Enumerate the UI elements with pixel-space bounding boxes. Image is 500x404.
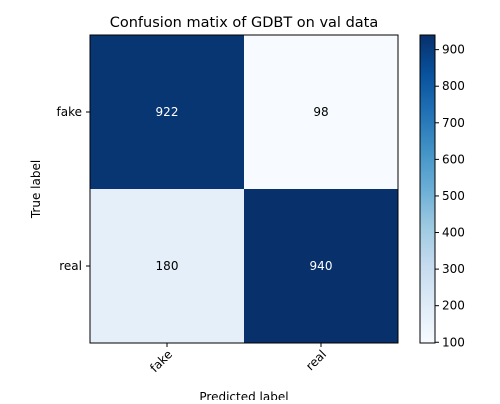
colorbar-tick-label: 100	[442, 335, 465, 349]
y-tick-label: real	[59, 259, 82, 273]
x-tick-label: real	[303, 347, 329, 373]
heatmap-cells	[90, 35, 398, 343]
x-tick-label: fake	[147, 347, 175, 375]
cell-value-label: 922	[156, 105, 179, 119]
colorbar-tick-label: 900	[442, 43, 465, 57]
y-axis-label: True label	[29, 160, 43, 219]
colorbar-tick-label: 700	[442, 116, 465, 130]
cell-value-label: 98	[313, 105, 328, 119]
heatmap-cell	[244, 35, 398, 189]
colorbar-tick-label: 600	[442, 152, 465, 166]
cell-value-label: 940	[310, 259, 333, 273]
heatmap-cell	[90, 189, 244, 343]
heatmap-cell	[90, 35, 244, 189]
x-axis-label: Predicted label	[199, 390, 288, 400]
colorbar-tick-label: 400	[442, 226, 465, 240]
colorbar-tick-label: 200	[442, 299, 465, 313]
cell-value-label: 180	[156, 259, 179, 273]
y-tick-label: fake	[57, 105, 82, 119]
heatmap-cell-labels: 922 98 180 940	[156, 105, 333, 273]
plot-frame	[89, 34, 399, 344]
colorbar-ticks: 100 200 300 400 500 600 700 800 900	[435, 43, 465, 349]
colorbar-tick-label: 500	[442, 189, 465, 203]
colorbar	[419, 34, 436, 344]
colorbar-tick-label: 300	[442, 262, 465, 276]
x-axis-ticks: fake real	[147, 343, 329, 375]
y-axis-ticks: fake real	[57, 105, 90, 273]
heatmap-cell	[244, 189, 398, 343]
colorbar-tick-label: 800	[442, 79, 465, 93]
chart-title: Confusion matix of GDBT on val data	[110, 15, 378, 31]
